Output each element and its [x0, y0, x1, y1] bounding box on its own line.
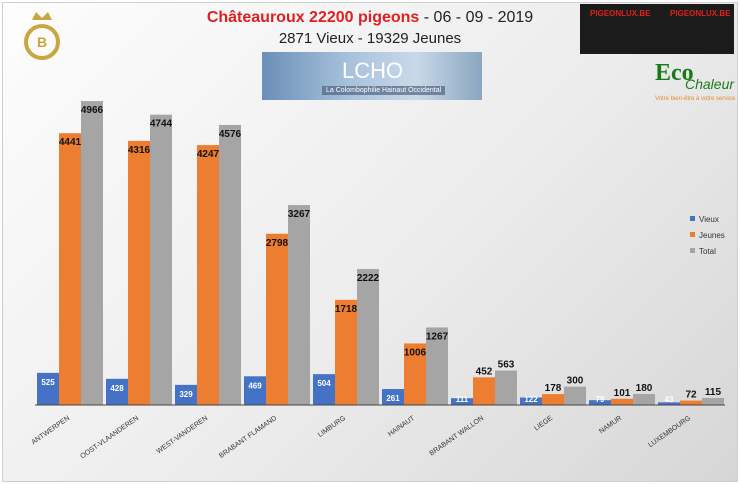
bar-total — [150, 114, 172, 405]
bar-jeunes — [197, 145, 219, 405]
title-date: - 06 - 09 - 2019 — [419, 9, 534, 26]
bar-jeunes — [266, 233, 288, 405]
federation-logo: B — [24, 10, 60, 62]
data-label: 4744 — [150, 119, 173, 130]
bar-vieux — [37, 372, 59, 405]
chart-subtitle: 2871 Vieux - 19329 Jeunes — [278, 30, 462, 47]
bar-vieux — [313, 374, 335, 405]
x-tick-label: BRABANT WALLON — [429, 415, 486, 458]
data-label: 4576 — [219, 129, 242, 140]
lcho-subtitle: La Colombophilie Hainaut Occidental — [322, 86, 446, 95]
bar-jeunes — [542, 394, 564, 405]
legend-swatch — [690, 248, 695, 253]
bar-total — [633, 393, 655, 405]
bar-vieux — [658, 402, 680, 405]
x-tick-label: NAMUR — [598, 415, 623, 435]
data-label: 72 — [685, 390, 697, 401]
bar-vieux — [175, 384, 197, 405]
title-race: Châteauroux 22200 pigeons — [206, 9, 420, 26]
bar-vieux — [589, 400, 611, 405]
bar-total — [426, 327, 448, 405]
bar-vieux — [382, 389, 404, 405]
bar-total — [702, 397, 724, 405]
x-tick-label: LIMBURG — [317, 415, 347, 439]
data-label: 180 — [636, 383, 653, 394]
data-label: 101 — [614, 388, 631, 399]
data-label: 79 — [596, 395, 605, 404]
bar-total — [219, 124, 241, 406]
bar-vieux — [520, 397, 542, 405]
bar-jeunes — [335, 299, 357, 405]
pigeonlux-banner: PIGEONLUX.BE PIGEONLUX.BE — [580, 4, 734, 54]
data-label: 525 — [41, 378, 55, 387]
bar-total — [357, 269, 379, 405]
x-tick-label: BRABANT FLAMAND — [218, 415, 278, 460]
data-label: 469 — [248, 381, 262, 390]
data-label: 115 — [705, 387, 722, 398]
legend-swatch — [690, 232, 695, 237]
data-label: 2798 — [266, 238, 289, 249]
data-label: 1006 — [404, 347, 427, 358]
chart-title: Châteauroux 22200 pigeons - 06 - 09 - 20… — [0, 9, 740, 27]
pigeonlux-text: PIGEONLUX.BE — [590, 9, 651, 18]
data-label: 3267 — [288, 209, 311, 220]
data-label: 261 — [386, 394, 400, 403]
chaleur-text: Chaleur — [685, 76, 735, 92]
bar-jeunes — [59, 133, 81, 405]
lcho-title: LCHO — [342, 58, 404, 83]
x-tick-label: LUXEMBOURG — [647, 415, 692, 449]
eco-text: Eco — [655, 60, 694, 86]
eco-slogan: Votre bien-être à votre service — [655, 96, 736, 102]
bar-total — [288, 205, 310, 405]
x-tick-label: WEST-VANDEREN — [156, 415, 210, 455]
pigeonlux-text: PIGEONLUX.BE — [670, 9, 731, 18]
data-label: 428 — [110, 384, 124, 393]
bar-total — [81, 101, 103, 405]
legend-label: Total — [699, 247, 716, 256]
data-label: 4316 — [128, 145, 151, 156]
bar-jeunes — [473, 377, 495, 405]
legend-swatch — [690, 216, 695, 221]
x-tick-label: HAINAUT — [387, 414, 417, 438]
x-tick-label: ANTWERPEN — [30, 415, 71, 446]
bar-total — [564, 386, 586, 405]
data-label: 2222 — [357, 273, 380, 284]
eco-chaleur-logo: Eco Chaleur Votre bien-être à votre servic… — [655, 60, 735, 105]
bar-vieux — [106, 378, 128, 405]
data-label: 563 — [498, 360, 515, 371]
x-tick-label: OOST-VLAANDEREN — [79, 415, 140, 460]
data-label: 4966 — [81, 105, 104, 116]
data-label: 452 — [476, 366, 493, 377]
bar-vieux — [451, 398, 473, 405]
data-label: 1718 — [335, 304, 358, 315]
bar-vieux — [244, 376, 266, 405]
bar-jeunes — [128, 140, 150, 406]
lcho-banner: LCHO La Colombophilie Hainaut Occidental — [262, 52, 482, 100]
data-label: 329 — [179, 390, 193, 399]
data-label: 178 — [545, 383, 562, 394]
bar-jeunes — [611, 398, 633, 405]
data-label: 43 — [665, 395, 674, 404]
data-label: 4441 — [59, 137, 82, 148]
bar-total — [495, 370, 517, 405]
data-label: 504 — [317, 379, 331, 388]
bar-jeunes — [404, 343, 426, 405]
data-label: 122 — [524, 395, 538, 404]
legend-label: Vieux — [699, 215, 719, 224]
data-label: 4247 — [197, 149, 220, 160]
svg-text:B: B — [37, 34, 47, 50]
data-label: 1267 — [426, 331, 449, 342]
x-tick-label: LIEGE — [533, 415, 554, 433]
data-label: 300 — [567, 376, 584, 387]
legend-label: Jeunes — [699, 231, 725, 240]
bar-jeunes — [680, 400, 702, 405]
data-label: 111 — [456, 395, 469, 404]
